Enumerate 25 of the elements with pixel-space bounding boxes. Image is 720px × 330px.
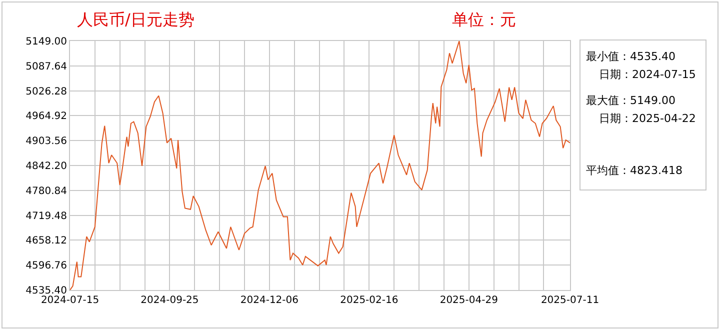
x-tick-label: 2025-02-16 [340,295,398,306]
text: 最大值：5149.00 [586,94,676,107]
text: 日期：2025-04-22 [599,112,696,125]
chart-title: 人民币/日元走势 [77,10,194,29]
x-tick-label: 2024-12-06 [240,295,299,306]
y-tick-label: 4535.40 [26,286,67,296]
y-tick-label: 4903.56 [26,136,67,148]
x-tick-label: 2024-09-25 [140,295,199,306]
y-tick-label: 4719.48 [26,210,67,222]
text: 最小值：4535.40 [586,50,676,63]
y-tick-label: 4596.76 [26,260,67,272]
y-tick-label: 5087.64 [26,61,67,72]
y-tick-label: 5026.28 [26,86,67,98]
x-tick-label: 2024-07-15 [40,295,100,306]
y-tick-label: 4842.20 [26,161,67,172]
y-tick-label: 4658.12 [26,236,67,247]
y-tick-label: 4780.84 [26,186,67,197]
y-tick-label: 5149.00 [26,36,67,48]
text: 平均值：4823.418 [586,164,682,177]
text: 日期：2024-07-15 [599,68,696,81]
line-series [70,41,570,290]
x-tick-label: 2025-04-29 [440,295,498,306]
x-tick-label: 2025-07-11 [540,295,600,306]
y-tick-label: 4964.92 [26,111,67,122]
chart-subtitle: 单位：元 [452,10,516,29]
